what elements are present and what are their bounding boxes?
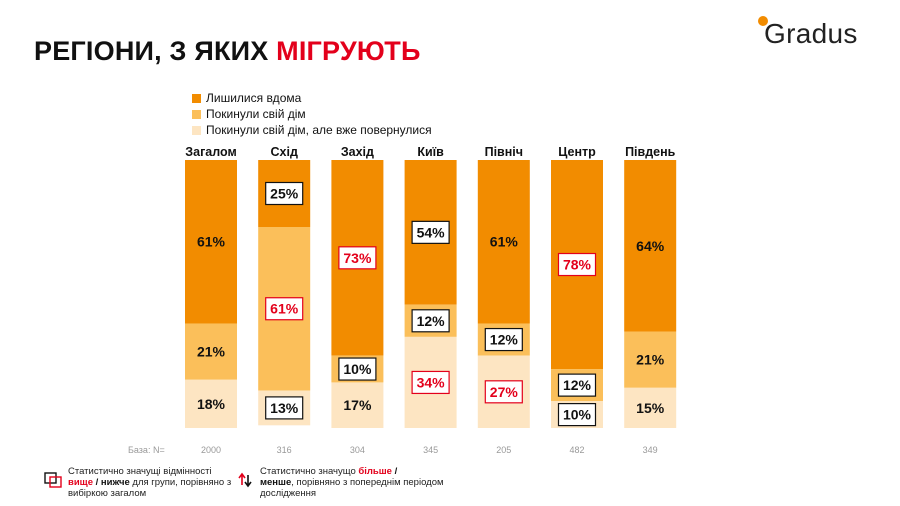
legend-label-left: Покинули свій дім xyxy=(206,107,306,121)
data-label: 61% xyxy=(270,301,299,317)
significance-box xyxy=(557,403,597,427)
fn1-rest: для групи, порівняно з вибіркою загалом xyxy=(68,477,232,499)
fn1-higher: вище xyxy=(68,477,93,488)
base-value: 205 xyxy=(496,445,511,455)
bar-segment xyxy=(331,382,384,428)
data-label: 25% xyxy=(270,186,299,202)
data-label: 54% xyxy=(417,224,446,240)
fn1-lower: нижче xyxy=(100,477,130,488)
trend-arrows-icon xyxy=(238,472,252,488)
stacked-bar-chart: База: N= Загалом 61% 21% 18% 2000 Схід 25% 61% 13… xyxy=(128,145,677,455)
data-label: 61% xyxy=(197,234,226,250)
fn2-rest: , порівняно з попереднім періодом дослід… xyxy=(260,477,444,499)
data-label: 34% xyxy=(417,374,446,390)
data-label: 27% xyxy=(490,384,519,400)
data-label: 12% xyxy=(417,313,446,329)
category-label: Київ xyxy=(417,145,444,159)
significance-box xyxy=(557,252,597,277)
significance-box xyxy=(265,396,304,420)
data-label: 15% xyxy=(636,400,665,416)
base-value: 349 xyxy=(643,445,658,455)
significance-box xyxy=(484,380,523,404)
legend-swatch-left xyxy=(192,109,201,119)
legend-label-stayed: Лишилися вдома xyxy=(206,91,302,105)
page-title: РЕГІОНИ, З ЯКИХ МІГРУЮТЬ xyxy=(34,36,421,67)
data-label: 17% xyxy=(343,397,372,413)
category-label: Центр xyxy=(558,145,596,159)
bar-segment xyxy=(185,379,237,428)
bar-segment xyxy=(185,160,237,324)
bar-segment xyxy=(624,387,677,428)
bar-segment xyxy=(185,323,237,380)
brand-dot-icon xyxy=(758,16,768,26)
base-value: 482 xyxy=(569,445,584,455)
significance-box xyxy=(411,309,450,333)
significance-box xyxy=(338,246,377,270)
fn1-sep: / xyxy=(92,477,101,488)
data-label: 61% xyxy=(490,234,519,250)
legend-label-returned: Покинули свій дім, але вже повернулися xyxy=(206,123,432,137)
significance-box xyxy=(265,181,304,206)
brand-name: Gradus xyxy=(764,18,858,49)
data-label: 21% xyxy=(197,344,226,360)
significance-box xyxy=(265,297,304,321)
legend-item-returned: Покинули свій дім, але вже повернулися xyxy=(192,122,432,138)
footnote-significance-text: Статистично значущі відмінності вище / н… xyxy=(68,466,258,499)
category-label: Схід xyxy=(271,145,298,159)
base-value: 304 xyxy=(350,445,365,455)
footnote-trend-text: Статистично значущо більше / менше, порі… xyxy=(260,466,450,499)
data-label: 10% xyxy=(343,361,372,377)
data-label: 12% xyxy=(563,377,592,393)
fn1-line1: Статистично значущі відмінності xyxy=(68,466,212,477)
data-label: 12% xyxy=(490,332,519,348)
data-label: 78% xyxy=(563,257,592,273)
significance-box xyxy=(484,327,523,352)
brand-logo: Gradus xyxy=(756,14,886,50)
category-label: Загалом xyxy=(185,145,236,159)
base-value: 345 xyxy=(423,445,438,455)
title-main: РЕГІОНИ, З ЯКИХ xyxy=(34,36,269,66)
base-label: База: N= xyxy=(128,445,165,455)
category-label: Захід xyxy=(341,145,374,159)
data-label: 73% xyxy=(343,250,372,266)
fn2-more: більше xyxy=(358,466,392,477)
fn2-sep: / xyxy=(391,466,398,477)
data-label: 13% xyxy=(270,400,299,416)
legend-item-stayed: Лишилися вдома xyxy=(192,90,432,106)
significance-box xyxy=(411,370,450,395)
bar-segment xyxy=(624,331,677,388)
significance-box xyxy=(411,220,450,244)
significance-box xyxy=(338,357,377,381)
base-value: 316 xyxy=(277,445,292,455)
chart-legend: Лишилися вдома Покинули свій дім Покинул… xyxy=(192,90,432,138)
category-label: Північ xyxy=(485,145,523,159)
bar-segment xyxy=(477,160,530,324)
data-label: 21% xyxy=(636,352,665,368)
significance-box xyxy=(557,373,597,397)
data-label: 10% xyxy=(563,407,592,423)
title-accent: МІГРУЮТЬ xyxy=(276,36,421,66)
legend-swatch-returned xyxy=(192,125,201,135)
data-label: 18% xyxy=(197,396,226,412)
legend-swatch-stayed xyxy=(192,93,201,103)
data-label: 64% xyxy=(636,238,665,254)
legend-item-left: Покинули свій дім xyxy=(192,106,432,122)
significance-box-icon xyxy=(44,472,62,488)
fn2-less: менше xyxy=(260,477,292,488)
base-value: 2000 xyxy=(201,445,221,455)
category-label: Південь xyxy=(625,145,676,159)
fn2-line1: Статистично значущо xyxy=(260,466,359,477)
bar-segment xyxy=(624,160,677,332)
